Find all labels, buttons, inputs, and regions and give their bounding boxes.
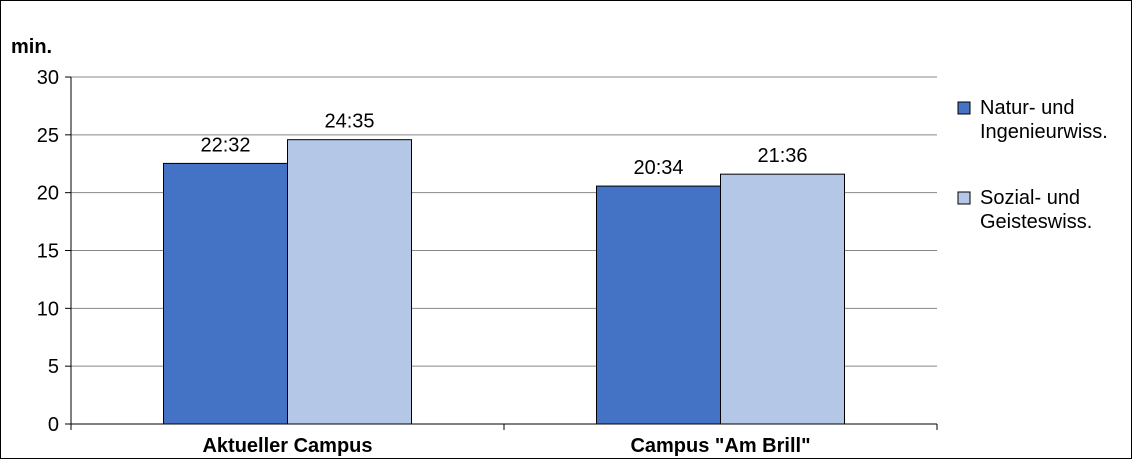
y-tick-label: 15 <box>37 241 59 263</box>
y-tick-label: 20 <box>37 183 59 205</box>
bar <box>163 162 288 425</box>
bar <box>596 185 721 425</box>
y-unit-label: min. <box>11 36 52 58</box>
y-tick-label: 25 <box>37 125 59 147</box>
y-tick-label: 0 <box>48 414 59 436</box>
legend-label: Geisteswiss. <box>980 211 1092 233</box>
legend-swatch <box>957 101 971 115</box>
category-label: Campus "Am Brill" <box>630 435 810 457</box>
legend-label: Ingenieurwiss. <box>980 121 1108 143</box>
data-label: 21:36 <box>757 145 807 167</box>
data-label: 24:35 <box>324 111 374 133</box>
category-label: Aktueller Campus <box>202 435 372 457</box>
bar <box>287 139 412 425</box>
y-tick-label: 5 <box>48 356 59 378</box>
data-label: 20:34 <box>633 157 683 179</box>
bar <box>720 173 845 425</box>
legend-label: Sozial- und <box>980 187 1080 209</box>
y-tick-label: 10 <box>37 298 59 320</box>
data-label: 22:32 <box>200 134 250 156</box>
legend-label: Natur- und <box>980 97 1075 119</box>
legend-swatch <box>957 191 971 205</box>
y-tick-label: 30 <box>37 67 59 89</box>
